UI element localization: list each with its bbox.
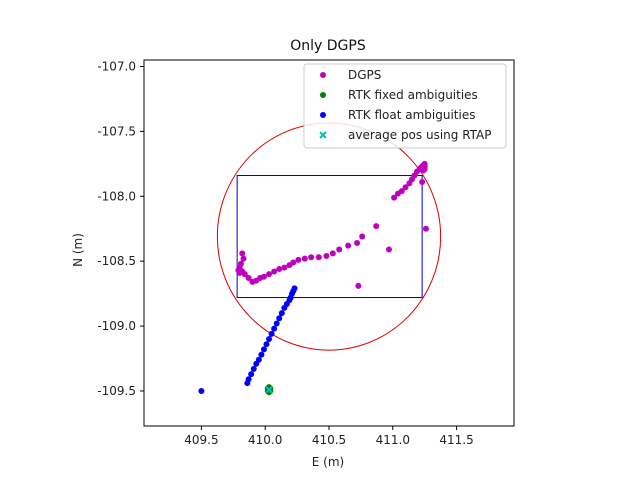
- legend-entry: average pos using RTAP: [348, 128, 492, 142]
- data-point: [266, 271, 273, 278]
- data-point: [241, 271, 248, 278]
- data-point: [198, 387, 205, 394]
- data-point: [263, 341, 270, 348]
- data-point: [355, 282, 362, 289]
- data-point: [260, 346, 267, 353]
- chart-title: Only DGPS: [290, 38, 366, 54]
- data-point: [402, 184, 409, 191]
- data-point: [239, 250, 246, 257]
- data-point: [354, 240, 361, 246]
- data-point: [260, 273, 267, 280]
- data-point: [273, 320, 280, 327]
- x-tick-label: 411.5: [439, 433, 473, 447]
- data-point: [266, 336, 273, 343]
- data-point: [245, 275, 252, 282]
- data-point: [422, 225, 429, 232]
- legend-marker: [320, 72, 326, 78]
- legend-box: [303, 63, 507, 149]
- data-point: [248, 371, 255, 378]
- x-tick-label: 409.5: [184, 433, 218, 447]
- legend-entry: RTK float ambiguities: [348, 108, 475, 122]
- y-axis-label: N (m): [71, 233, 85, 267]
- series-0: [235, 160, 429, 289]
- data-point: [271, 268, 278, 275]
- data-point: [345, 242, 352, 249]
- y-tick-label: -107.5: [97, 124, 136, 138]
- data-point: [373, 223, 380, 230]
- data-point: [329, 250, 336, 257]
- x-tick-label: 410.0: [248, 433, 282, 447]
- x-tick-label: 411.0: [376, 433, 410, 447]
- data-point: [276, 265, 283, 272]
- data-point: [323, 252, 330, 259]
- x-axis-label: E (m): [312, 455, 344, 469]
- data-point: [359, 233, 366, 240]
- data-point: [258, 351, 265, 358]
- data-point: [336, 246, 343, 253]
- legend-marker: [320, 112, 326, 118]
- plot-area: [198, 122, 442, 396]
- data-point: [301, 255, 308, 262]
- legend-entry: DGPS: [348, 68, 381, 82]
- x-axis: 409.5 410.0 410.5 411.0 411.5: [184, 426, 474, 447]
- data-point: [240, 255, 247, 262]
- data-point: [421, 160, 428, 167]
- y-tick-label: -108.5: [97, 254, 136, 268]
- legend-marker: [320, 92, 326, 98]
- data-point: [295, 256, 302, 263]
- data-point: [398, 188, 405, 195]
- data-point: [385, 246, 392, 253]
- bounding-rectangle: [236, 175, 423, 299]
- data-point: [290, 259, 297, 266]
- data-point: [255, 356, 262, 363]
- data-point: [276, 315, 283, 322]
- data-point: [265, 385, 273, 394]
- x-tick-label: 410.5: [312, 433, 346, 447]
- data-point: [419, 179, 426, 185]
- data-point: [245, 376, 252, 383]
- y-tick-label: -109.5: [97, 384, 136, 398]
- legend: DGPS RTK fixed ambiguities RTK float ambig…: [303, 63, 507, 149]
- data-point: [268, 330, 275, 337]
- data-point: [250, 365, 257, 372]
- data-point: [291, 285, 298, 292]
- data-point: [271, 325, 278, 332]
- y-tick-label: -109.0: [97, 319, 136, 333]
- y-tick-label: -108.0: [97, 189, 136, 203]
- data-point: [315, 254, 322, 261]
- series-3: [265, 385, 273, 394]
- y-tick-label: -107.0: [97, 59, 136, 73]
- legend-marker: [319, 131, 327, 139]
- series-2: [198, 285, 298, 394]
- y-axis: -107.0 -107.5 -108.0 -108.5 -109.0 -109.5: [97, 59, 144, 398]
- data-point: [391, 194, 398, 201]
- legend-entry: RTK fixed ambiguities: [348, 88, 478, 102]
- data-point: [278, 310, 285, 317]
- data-point: [281, 264, 288, 271]
- data-point: [308, 254, 315, 261]
